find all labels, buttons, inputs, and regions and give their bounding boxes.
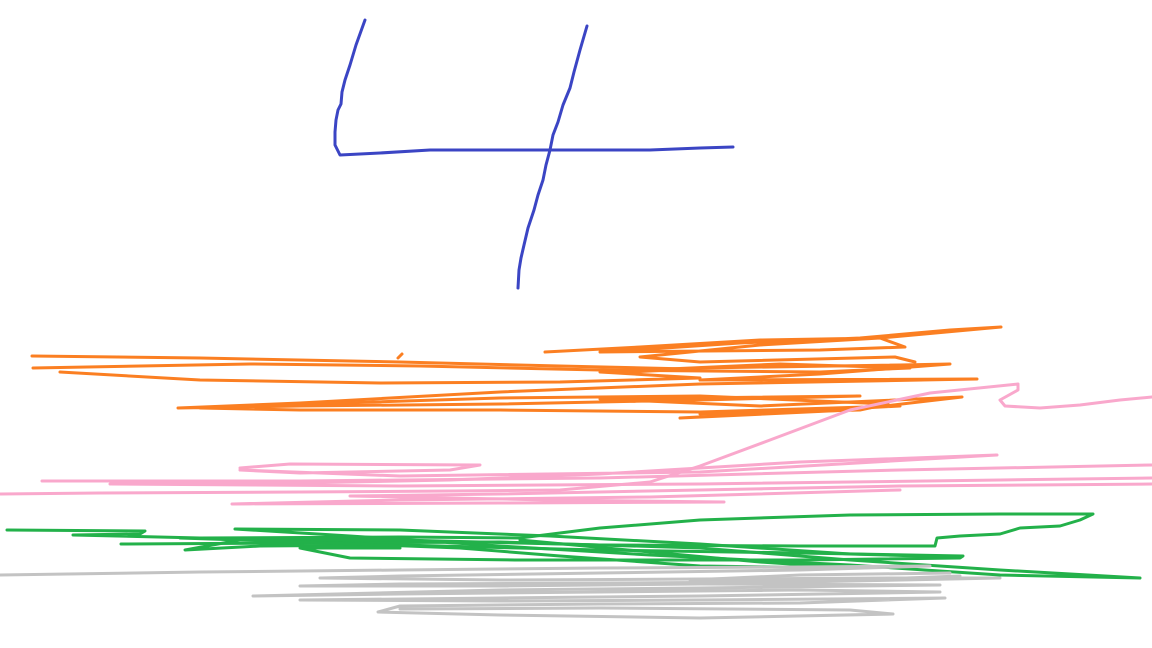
pink-stroke: [230, 482, 1152, 506]
gray-stroke: [0, 564, 1002, 620]
digit-four-drawing: [333, 18, 735, 290]
digit-stroke-right: [516, 24, 589, 290]
gray-stroke: [688, 571, 962, 582]
orange-stroke: [278, 394, 890, 416]
pink-stroke: [40, 463, 1152, 483]
pink-stroke: [0, 382, 1152, 496]
orange-scribble: [30, 325, 1003, 420]
green-stroke: [5, 512, 1095, 562]
digit-stroke-left: [333, 18, 735, 157]
pink-stroke: [108, 453, 1152, 488]
gray-scribble: [0, 564, 1002, 620]
orange-stroke: [543, 325, 1003, 364]
orange-stroke: [396, 352, 404, 360]
orange-stroke: [31, 362, 912, 385]
pink-scribble: [0, 382, 1152, 506]
